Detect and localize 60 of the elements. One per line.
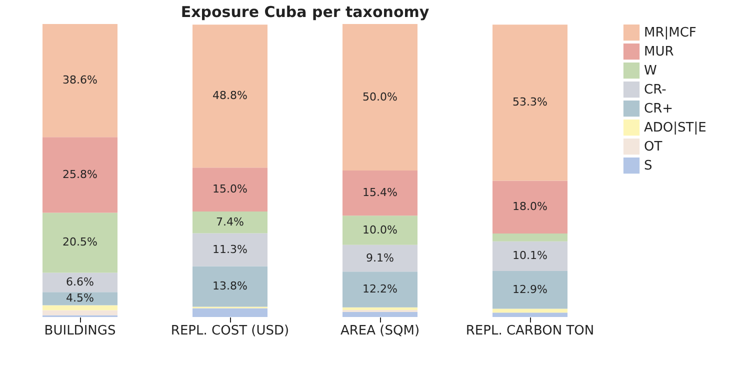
data-label: 38.6% [62,74,98,87]
bar [342,24,418,170]
legend-label: ADO|ST|E [644,120,706,136]
bar [192,233,268,266]
data-label: 15.0% [212,182,248,196]
bar [492,24,568,181]
bar [42,305,118,310]
legend-label: MUR [644,44,674,60]
bar [192,168,268,212]
bar [492,271,568,309]
data-label: 48.8% [212,89,248,102]
bar [192,212,268,234]
chart-title: Exposure Cuba per taxonomy [180,3,430,21]
bar [42,137,118,213]
data-label: 12.9% [512,282,548,296]
bar [192,308,268,317]
data-label: 25.8% [62,168,98,181]
data-label: 11.3% [212,242,248,256]
bar [342,216,418,245]
bar [492,180,568,234]
data-label: 15.4% [362,186,398,200]
data-label: 4.5% [66,292,94,305]
bar [342,307,418,310]
legend-label: CR- [644,82,667,98]
bar [492,233,568,242]
bar [492,308,568,313]
x-tick-label: BUILDINGS [44,324,116,338]
data-label: 53.3% [512,96,548,109]
x-tick-label: AREA (SQM) [340,324,420,338]
legend-label: MR|MCF [644,26,696,40]
legend-label: W [644,64,657,78]
bar [42,292,118,306]
bar [42,24,118,138]
bar [42,310,118,316]
data-label: 20.5% [62,236,98,249]
data-label: 12.2% [362,282,398,296]
bar [42,272,118,292]
bar [192,24,268,168]
data-label: 10.1% [512,249,548,262]
bar [342,244,418,272]
data-label: 10.0% [362,223,398,236]
bar [342,272,418,308]
x-tick-label: REPL. COST (USD) [170,324,290,338]
bar [342,312,418,317]
data-label: 9.1% [366,251,394,264]
data-label: 6.6% [66,275,94,288]
bar [492,241,568,271]
data-label: 13.8% [212,280,248,293]
legend-label: OT [644,140,662,154]
bar [42,212,118,273]
data-label: 50.0% [362,90,398,104]
bar [342,310,418,312]
bar [492,312,568,317]
legend-label: CR+ [644,102,674,116]
bar [192,266,268,307]
x-tick-label: REPL. CARBON TON [466,324,594,338]
legend-label: S [644,158,652,174]
bar [342,170,418,216]
data-label: 7.4% [216,215,244,228]
data-label: 18.0% [512,200,548,214]
